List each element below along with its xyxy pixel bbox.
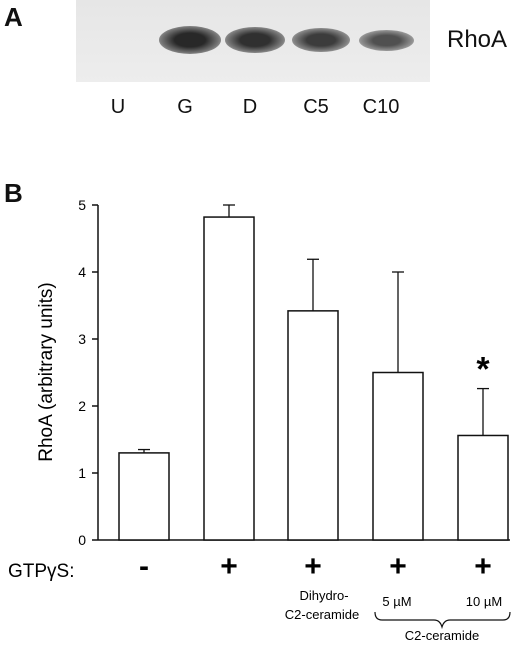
lane-label-c10: C10 [362, 96, 400, 118]
gtp-sign: + [220, 550, 238, 583]
y-tick-label: 0 [78, 532, 86, 548]
conc-5-label: 5 µM [382, 594, 411, 609]
bars: * [118, 204, 509, 541]
conc-10-label: 10 µM [466, 594, 502, 609]
blot-band-label: RhoA [447, 26, 508, 53]
y-tick-label: 4 [78, 264, 86, 280]
blot-band-c10 [358, 29, 414, 51]
western-blot-image [76, 0, 430, 82]
treatment-signs: - + + + + [139, 550, 492, 583]
ceramide-label: C2-ceramide [405, 628, 479, 643]
lane-label-g: G [177, 96, 193, 118]
blot-band-c5 [291, 27, 351, 53]
panel-b-letter: B [4, 178, 23, 208]
y-tick-label: 3 [78, 331, 86, 347]
y-ticks: 0 1 2 3 4 5 [78, 197, 98, 548]
blot-band-d [224, 26, 286, 54]
gtp-sign: + [474, 550, 492, 583]
panel-a-letter: A [4, 2, 23, 32]
bar [287, 310, 339, 541]
bar [457, 434, 509, 541]
bar [203, 216, 255, 541]
y-tick-label: 5 [78, 197, 86, 213]
lane-label-c5: C5 [303, 96, 329, 118]
bar [372, 371, 424, 541]
significance-marker: * [476, 351, 490, 389]
dihydro-label-line2: C2-ceramide [285, 607, 359, 622]
y-tick-label: 2 [78, 398, 86, 414]
lane-label-d: D [242, 96, 258, 118]
y-axis-label: RhoA (arbitrary units) [36, 282, 57, 462]
y-tick-label: 1 [78, 465, 86, 481]
blot-band-g [159, 26, 221, 54]
gtp-sign: - [139, 550, 149, 583]
ceramide-bracket [374, 611, 511, 630]
gtp-label: GTPγS: [8, 561, 75, 582]
gtp-sign: + [389, 550, 407, 583]
dihydro-label-line1: Dihydro- [299, 588, 348, 603]
bar [118, 452, 170, 541]
lane-label-u: U [110, 96, 126, 118]
gtp-sign: + [304, 550, 322, 583]
